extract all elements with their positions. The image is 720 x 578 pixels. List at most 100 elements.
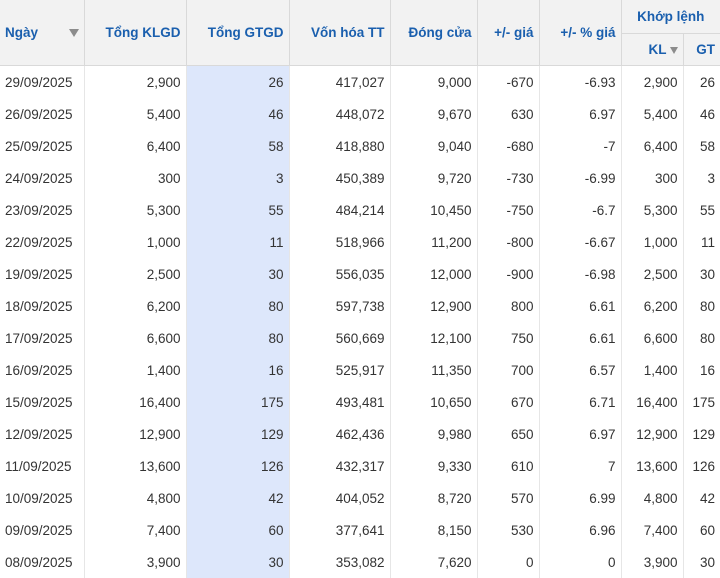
cell-matched-volume: 6,200 <box>621 290 684 322</box>
cell-matched-value: 80 <box>699 330 715 346</box>
table-row[interactable]: 08/09/2025 3,900 30 353,082 7,620 0 0 3,900 30 <box>0 546 720 578</box>
cell-date: 24/09/2025 <box>0 162 85 194</box>
cell-total-value: 26 <box>186 65 290 98</box>
table-row[interactable]: 11/09/2025 13,600 126 432,317 9,330 610 7 13,60… <box>0 450 720 482</box>
cell-total-volume: 6,600 <box>84 322 187 354</box>
table-row[interactable]: 25/09/2025 6,400 58 418,880 9,040 -680 -7 6,400… <box>0 130 720 162</box>
table-row[interactable]: 09/09/2025 7,400 60 377,641 8,150 530 6.96 7,40… <box>0 514 720 546</box>
cell-total-volume: 300 <box>84 162 187 194</box>
cell-close-price: 9,670 <box>390 98 478 130</box>
cell-matched-volume: 13,600 <box>621 450 684 482</box>
cell-matched-volume: 2,900 <box>621 65 684 98</box>
cell-close-price: 12,000 <box>390 258 478 290</box>
cell-matched-value: 42 <box>699 490 715 506</box>
cell-total-value: 58 <box>186 130 290 162</box>
sort-down-triangle-icon[interactable] <box>68 28 79 37</box>
cell-price-change-pct: 6.71 <box>539 386 622 418</box>
cell-price-change-pct: 6.97 <box>539 98 622 130</box>
table-row[interactable]: 29/09/2025 2,900 26 417,027 9,000 -670 -6.93 2,… <box>0 65 720 98</box>
table-row[interactable]: 23/09/2025 5,300 55 484,214 10,450 -750 -6.7 5,… <box>0 194 720 226</box>
cell-price-change: -730 <box>477 162 540 194</box>
cell-matched-volume: 300 <box>621 162 684 194</box>
table-row[interactable]: 26/09/2025 5,400 46 448,072 9,670 630 6.97 5,40… <box>0 98 720 130</box>
cell-total-value: 80 <box>186 322 290 354</box>
cell-total-value: 46 <box>186 98 290 130</box>
cell-price-change: 570 <box>477 482 540 514</box>
cell-date: 23/09/2025 <box>0 194 85 226</box>
col-header-date[interactable]: Ngày <box>0 0 85 66</box>
col-header-matched-value[interactable]: GT <box>682 33 720 66</box>
cell-total-volume: 3,900 <box>84 546 187 578</box>
cell-total-volume: 7,400 <box>84 514 187 546</box>
cell-close-price: 9,040 <box>390 130 478 162</box>
cell-market-cap: 560,669 <box>289 322 391 354</box>
cell-total-volume: 13,600 <box>84 450 187 482</box>
col-header-total-volume[interactable]: Tổng KLGD <box>83 0 187 66</box>
cell-matched-volume: 5,300 <box>621 194 684 226</box>
table-row[interactable]: 18/09/2025 6,200 80 597,738 12,900 800 6.61 6,2… <box>0 290 720 322</box>
cell-price-change: 700 <box>477 354 540 386</box>
cell-total-value: 55 <box>186 194 290 226</box>
table-row[interactable]: 19/09/2025 2,500 30 556,035 12,000 -900 -6.98 2… <box>0 258 720 290</box>
cell-price-change-pct: 6.96 <box>539 514 622 546</box>
cell-total-volume: 2,900 <box>84 65 187 98</box>
cell-price-change-pct: 0 <box>539 546 622 578</box>
cell-date: 15/09/2025 <box>0 386 85 418</box>
cell-close-price: 9,000 <box>390 65 478 98</box>
col-header-matched-volume-label: KL <box>648 42 667 57</box>
cell-market-cap: 462,436 <box>289 418 391 450</box>
table-body: 29/09/2025 2,900 26 417,027 9,000 -670 -6.93 2,… <box>0 65 720 578</box>
cell-price-change: -750 <box>477 194 540 226</box>
cell-matched-volume: 7,400 <box>621 514 684 546</box>
cell-total-volume: 1,000 <box>84 226 187 258</box>
col-header-matched-orders: Khớp lệnh <box>620 0 720 34</box>
cell-market-cap: 518,966 <box>289 226 391 258</box>
col-header-matched-volume[interactable]: KL <box>620 33 684 66</box>
cell-price-change: 800 <box>477 290 540 322</box>
cell-date: 26/09/2025 <box>0 98 85 130</box>
cell-date: 17/09/2025 <box>0 322 85 354</box>
col-header-price-change[interactable]: +/- giá <box>476 0 540 66</box>
table-row[interactable]: 24/09/2025 300 3 450,389 9,720 -730 -6.99 300 3 <box>0 162 720 194</box>
cell-close-price: 11,200 <box>390 226 478 258</box>
cell-total-value: 42 <box>186 482 290 514</box>
cell-date: 10/09/2025 <box>0 482 85 514</box>
table-row[interactable]: 12/09/2025 12,900 129 462,436 9,980 650 6.97 12… <box>0 418 720 450</box>
cell-price-change-pct: -6.99 <box>539 162 622 194</box>
table-row[interactable]: 17/09/2025 6,600 80 560,669 12,100 750 6.61 6,6… <box>0 322 720 354</box>
cell-date: 19/09/2025 <box>0 258 85 290</box>
cell-total-value: 129 <box>186 418 290 450</box>
cell-matched-volume: 3,900 <box>621 546 684 578</box>
cell-price-change: 750 <box>477 322 540 354</box>
cell-market-cap: 448,072 <box>289 98 391 130</box>
col-header-close-price[interactable]: Đóng cửa <box>389 0 478 66</box>
cell-total-value: 3 <box>186 162 290 194</box>
cell-close-price: 8,720 <box>390 482 478 514</box>
table-row[interactable]: 16/09/2025 1,400 16 525,917 11,350 700 6.57 1,4… <box>0 354 720 386</box>
table-row[interactable]: 22/09/2025 1,000 11 518,966 11,200 -800 -6.67 1… <box>0 226 720 258</box>
col-header-price-change-pct[interactable]: +/- % giá <box>538 0 622 66</box>
cell-matched-value: 11 <box>700 234 715 250</box>
col-header-total-value[interactable]: Tổng GTGD <box>185 0 290 66</box>
cell-date: 12/09/2025 <box>0 418 85 450</box>
cell-matched-value: 16 <box>699 362 715 378</box>
cell-price-change: -670 <box>477 65 540 98</box>
sort-down-triangle-icon[interactable] <box>669 47 678 54</box>
cell-total-volume: 6,200 <box>84 290 187 322</box>
cell-matched-volume: 6,400 <box>621 130 684 162</box>
cell-price-change: 0 <box>477 546 540 578</box>
table-row[interactable]: 15/09/2025 16,400 175 493,481 10,650 670 6.71 1… <box>0 386 720 418</box>
col-header-market-cap[interactable]: Vốn hóa TT <box>288 0 391 66</box>
cell-matched-volume: 4,800 <box>621 482 684 514</box>
cell-total-volume: 5,400 <box>84 98 187 130</box>
col-header-date-label: Ngày <box>5 25 39 40</box>
table-row[interactable]: 10/09/2025 4,800 42 404,052 8,720 570 6.99 4,80… <box>0 482 720 514</box>
cell-market-cap: 377,641 <box>289 514 391 546</box>
cell-date: 16/09/2025 <box>0 354 85 386</box>
table-header: Ngày Tổng KLGD Tổng GTGD Vốn hóa TT Đóng… <box>0 0 720 66</box>
cell-price-change: -900 <box>477 258 540 290</box>
cell-matched-volume: 12,900 <box>621 418 684 450</box>
cell-close-price: 7,620 <box>390 546 478 578</box>
cell-matched-value: 46 <box>699 106 715 122</box>
